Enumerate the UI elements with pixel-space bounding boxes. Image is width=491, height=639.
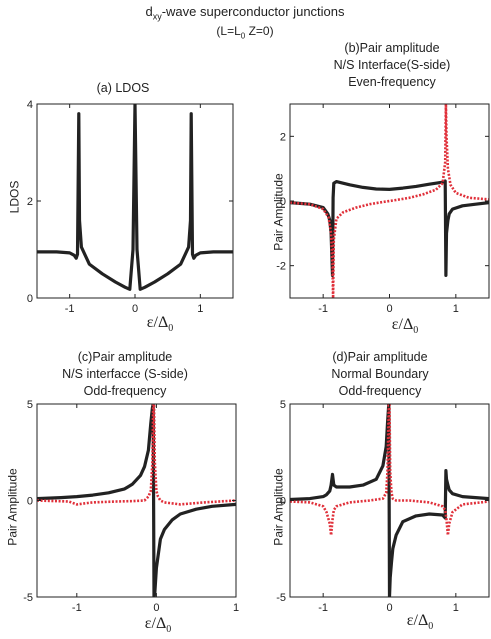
panel-c-xtick-label: 1 <box>233 602 239 614</box>
panel-b-title: (b)Pair amplitude N/S Interface(S-side) … <box>334 40 451 91</box>
panel-c-ytick-label: -5 <box>23 592 33 604</box>
panel-a-xlabel-sub: 0 <box>168 323 174 335</box>
panel-b-frame <box>289 103 490 299</box>
panel-d-xtick-label: -1 <box>318 602 328 614</box>
panel-d-title: (d)Pair amplitude Normal Boundary Odd-fr… <box>331 349 428 400</box>
panel-d-ytick-label: 5 <box>280 399 286 411</box>
panel-b-black-series <box>290 179 489 277</box>
panel-a-xlabel: ε/Δ0 <box>147 314 173 334</box>
figure-title-line2: (L=L0 Z=0) <box>216 24 273 40</box>
panel-b-title-line2: N/S Interface(S-side) <box>333 58 451 72</box>
figure-title-line1: dxy-wave superconductor junctions <box>145 4 344 22</box>
panel-b-xlabel-sub: 0 <box>413 325 419 337</box>
panel-c-xlabel: ε/Δ0 <box>145 615 171 635</box>
panel-d-ytick-label: 0 <box>280 496 286 508</box>
figure-title-rest: -wave superconductor junctions <box>161 4 345 19</box>
panel-b-xlabel: ε/Δ0 <box>392 316 418 336</box>
panel-c-title-line3: Odd-frequency <box>83 384 167 398</box>
panel-d-title-line1: (d)Pair amplitude <box>332 350 428 364</box>
panel-b-xtick-label: 0 <box>386 303 392 315</box>
panel-b-plot: -1 0 1 -2 0 2 <box>276 103 490 315</box>
panel-b-title-line1: (b)Pair amplitude <box>344 41 440 55</box>
panel-a-xtick-label: 1 <box>197 303 203 315</box>
panel-d-xtick-label: 1 <box>453 602 459 614</box>
figure-subtitle-b: Z=0) <box>245 24 274 38</box>
panel-d-title-line3: Odd-frequency <box>338 384 422 398</box>
panel-a-title-line: (a) LDOS <box>96 81 150 95</box>
panel-b-xlabel-main: ε/Δ <box>391 316 414 333</box>
panel-a-xtick-label: -1 <box>65 303 75 315</box>
panel-d-black-series <box>290 404 489 597</box>
panel-c-xlabel-sub: 0 <box>166 624 172 636</box>
panel-a-black-series <box>37 104 233 291</box>
panel-c-plot: -1 0 1 -5 0 5 <box>23 399 239 614</box>
panel-a-ytick-label: 4 <box>27 99 33 111</box>
panel-c-title-line1: (c)Pair amplitude <box>77 350 173 364</box>
panel-c-ytick-label: 0 <box>27 496 33 508</box>
panel-a-xlabel-main: ε/Δ <box>146 314 169 331</box>
figure-subtitle-a: (L=L <box>216 24 241 38</box>
panel-a-ytick-label: 0 <box>27 293 33 305</box>
figure-subtitle-sub: 0 <box>240 31 246 41</box>
panel-c-red-dotted-series <box>37 404 236 506</box>
panel-b-title-line3: Even-frequency <box>348 75 436 89</box>
panel-b-ytick-label: -2 <box>276 261 286 273</box>
panel-b-red-dotted-series <box>290 104 489 298</box>
panel-a-xtick-label: 0 <box>132 303 138 315</box>
panel-d-plot: -1 0 1 -5 0 5 <box>276 399 490 614</box>
figure-title-sub: xy <box>152 11 162 22</box>
panel-b-ytick-label: 2 <box>280 131 286 143</box>
panel-d-xtick-label: 0 <box>386 602 392 614</box>
panel-c-title: (c)Pair amplitude N/S interfacce (S-side… <box>62 349 188 400</box>
panel-c-xtick-label: -1 <box>72 602 82 614</box>
panel-b-ytick-label: 0 <box>280 196 286 208</box>
panel-b-xtick-label: 1 <box>453 303 459 315</box>
figure-title-base: d <box>145 4 153 19</box>
panel-c-xtick-label: 0 <box>153 602 159 614</box>
panel-b-xtick-label: -1 <box>318 303 328 315</box>
panel-c-title-line2: N/S interfacce (S-side) <box>62 367 188 381</box>
panel-d-ytick-label: -5 <box>276 592 286 604</box>
panel-d-title-line2: Normal Boundary <box>331 367 429 381</box>
panel-c-xlabel-main: ε/Δ <box>144 615 167 632</box>
panel-a-title: (a) LDOS <box>97 80 150 97</box>
panel-a-ytick-label: 2 <box>27 196 33 208</box>
panel-c-ytick-label: 5 <box>27 399 33 411</box>
panel-d-xlabel-main: ε/Δ <box>406 612 429 629</box>
panel-d-xlabel: ε/Δ0 <box>407 612 433 632</box>
panel-d-xlabel-sub: 0 <box>428 621 434 633</box>
panel-a-plot: -1 0 1 0 2 4 <box>27 99 234 315</box>
panel-d-red-dotted-series <box>290 404 489 537</box>
